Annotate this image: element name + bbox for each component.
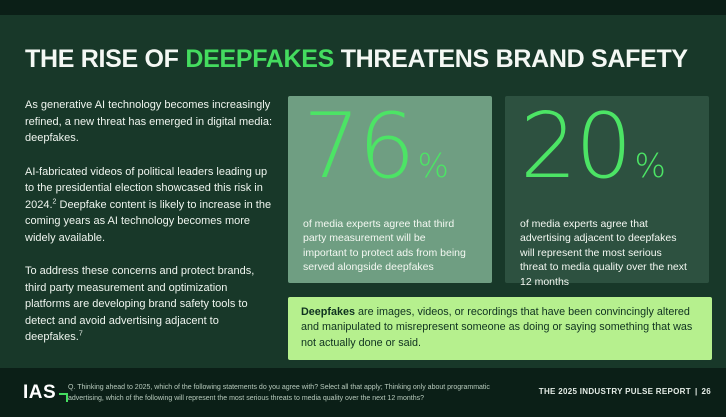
- ias-logo-mark-icon: [59, 393, 69, 402]
- report-divider: |: [694, 387, 698, 396]
- deepfakes-definition-callout: Deepfakes are images, videos, or recordi…: [288, 297, 712, 360]
- survey-footnote: Q. Thinking ahead to 2025, which of the …: [68, 383, 538, 405]
- callout-term: Deepfakes: [301, 306, 356, 318]
- intro-p2-text: AI-fabricated videos of political leader…: [25, 165, 268, 211]
- page-number: 26: [701, 387, 711, 396]
- ias-logo: IAS: [23, 382, 69, 404]
- stat-description: of media experts agree that third party …: [303, 218, 466, 274]
- stat-value-20: 20 %: [520, 102, 666, 192]
- page-title: THE RISE OF DEEPFAKES THREATENS BRAND SA…: [25, 45, 688, 74]
- percent-sign: %: [634, 146, 666, 185]
- stat-number: 20: [520, 94, 633, 199]
- title-part1: THE RISE OF: [25, 44, 186, 73]
- footer: IAS Q. Thinking ahead to 2025, which of …: [0, 368, 726, 417]
- stat-card-20-percent: 20 % of media experts agree that adverti…: [505, 96, 709, 288]
- intro-paragraph-3: To address these concerns and protect br…: [25, 263, 275, 346]
- intro-text: As generative AI technology becomes incr…: [25, 97, 275, 363]
- callout-body: are images, videos, or recordings that h…: [301, 306, 693, 349]
- intro-p2-text-cont: Deepfake content is likely to increase i…: [25, 198, 272, 244]
- stat-value-76: 76 %: [303, 102, 449, 192]
- report-title: THE 2025 INDUSTRY PULSE REPORT | 26: [539, 387, 711, 396]
- stat-description: of media experts agree that advertising …: [520, 218, 687, 288]
- title-part2: THREATENS BRAND SAFETY: [334, 44, 688, 73]
- footnote-ref-2: 2: [52, 197, 57, 205]
- percent-sign: %: [417, 146, 449, 185]
- ias-logo-text: IAS: [23, 382, 57, 403]
- callout-text: Deepfakes are images, videos, or recordi…: [301, 305, 699, 351]
- stat-card-76-percent: 76 % of media experts agree that third p…: [288, 96, 492, 283]
- footnote-ref-7: 7: [78, 330, 83, 338]
- top-band: [0, 0, 726, 15]
- footnote-line-2: advertising, which of the following will…: [68, 394, 425, 402]
- footnote-line-1: Q. Thinking ahead to 2025, which of the …: [68, 384, 490, 391]
- intro-p3-text: To address these concerns and protect br…: [25, 265, 255, 343]
- intro-paragraph-2: AI-fabricated videos of political leader…: [25, 164, 275, 247]
- intro-paragraph-1: As generative AI technology becomes incr…: [25, 99, 273, 144]
- stat-number: 76: [303, 94, 416, 199]
- report-label: THE 2025 INDUSTRY PULSE REPORT: [538, 387, 691, 396]
- title-accent-deepfakes: DEEPFAKES: [185, 44, 335, 73]
